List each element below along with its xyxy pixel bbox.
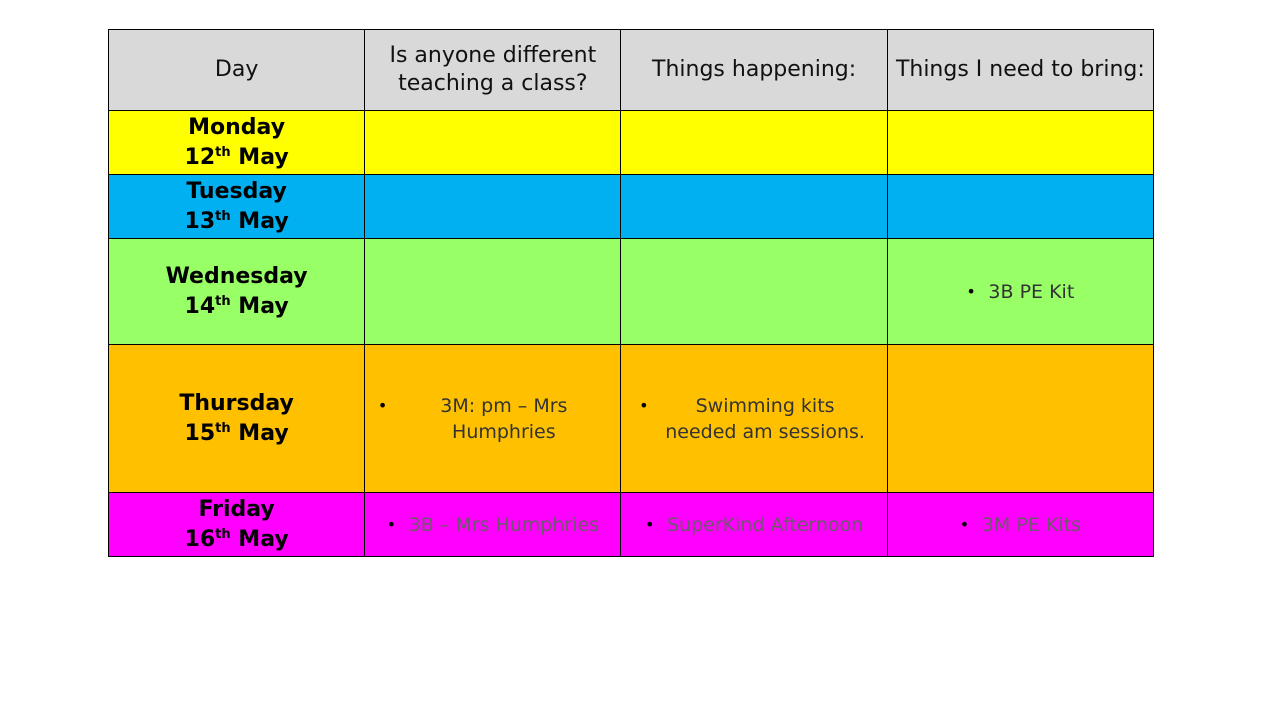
bring-cell: • 3B PE Kit	[886, 238, 1155, 345]
weekly-schedule-table: Day Is anyone different teaching a class…	[107, 29, 1155, 557]
date-month: May	[238, 420, 289, 446]
happening-cell	[620, 238, 888, 345]
bullet-item: • 3B PE Kit	[966, 279, 1074, 305]
date-suffix: th	[215, 420, 231, 436]
day-date: 15th May	[110, 419, 364, 449]
date-number: 13	[184, 208, 216, 234]
day-date: 14th May	[110, 292, 364, 322]
header-teaching-label: Is anyone different teaching a class?	[389, 43, 597, 96]
day-row-monday: Monday 12th May	[107, 110, 1155, 175]
day-row-friday: Friday 16th May • 3B – Mrs Humphries • SuperK…	[107, 492, 1155, 557]
day-date: 13th May	[110, 207, 364, 237]
date-suffix: th	[215, 144, 231, 160]
teaching-cell	[364, 174, 622, 239]
date-number: 12	[184, 144, 216, 170]
date-number: 15	[184, 420, 216, 446]
bullet-text: 3M PE Kits	[981, 514, 1081, 536]
bullet-text: SuperKind Afternoon	[667, 514, 864, 536]
date-month: May	[238, 526, 289, 552]
day-cell: Tuesday 13th May	[107, 174, 366, 239]
bullet-icon: •	[386, 515, 397, 534]
day-name: Thursday	[179, 390, 294, 416]
bullet-icon: •	[639, 396, 649, 415]
happening-cell	[620, 174, 888, 239]
bring-cell: • 3M PE Kits	[886, 492, 1155, 557]
bullet-item: • 3M: pm – Mrs Humphries	[378, 393, 608, 445]
day-name: Monday	[188, 114, 286, 140]
day-name: Wednesday	[165, 263, 308, 289]
bullet-item: • SuperKind Afternoon	[645, 512, 863, 538]
day-cell: Thursday 15th May	[107, 344, 366, 493]
teaching-cell	[364, 238, 622, 345]
bullet-item: • Swimming kits needed am sessions.	[639, 393, 869, 445]
bullet-icon: •	[377, 396, 388, 415]
bring-cell	[886, 344, 1155, 493]
schedule-body: Monday 12th May Tuesday 13th May Wednesday 14…	[107, 110, 1155, 557]
date-month: May	[238, 144, 289, 170]
teaching-cell: • 3M: pm – Mrs Humphries	[364, 344, 622, 493]
header-row: Day Is anyone different teaching a class…	[107, 29, 1155, 111]
bullet-text: 3M: pm – Mrs Humphries	[440, 395, 568, 443]
teaching-cell: • 3B – Mrs Humphries	[364, 492, 622, 557]
day-date: 16th May	[110, 525, 364, 555]
happening-cell: • SuperKind Afternoon	[620, 492, 888, 557]
header-happening: Things happening:	[620, 29, 888, 111]
day-row-thursday: Thursday 15th May • 3M: pm – Mrs Humphries •…	[107, 344, 1155, 493]
day-name: Friday	[198, 496, 275, 522]
bullet-text: Swimming kits needed am sessions.	[665, 395, 865, 443]
bring-cell	[886, 174, 1155, 239]
date-number: 16	[184, 526, 216, 552]
date-month: May	[238, 293, 289, 319]
bullet-text: 3B – Mrs Humphries	[408, 514, 600, 536]
header-bring: Things I need to bring:	[886, 29, 1155, 111]
date-month: May	[238, 208, 289, 234]
day-cell: Wednesday 14th May	[107, 238, 366, 345]
day-date: 12th May	[110, 143, 364, 173]
day-name: Tuesday	[186, 178, 287, 204]
date-number: 14	[184, 293, 216, 319]
header-day: Day	[107, 29, 366, 111]
header-teaching: Is anyone different teaching a class?	[364, 29, 622, 111]
day-row-wednesday: Wednesday 14th May • 3B PE Kit	[107, 238, 1155, 345]
day-row-tuesday: Tuesday 13th May	[107, 174, 1155, 239]
happening-cell	[620, 110, 888, 175]
bullet-icon: •	[959, 515, 970, 534]
bullet-icon: •	[966, 282, 976, 301]
bullet-item: • 3M PE Kits	[960, 512, 1081, 538]
date-suffix: th	[215, 208, 231, 224]
date-suffix: th	[215, 526, 231, 542]
day-cell: Monday 12th May	[107, 110, 366, 175]
day-cell: Friday 16th May	[107, 492, 366, 557]
bullet-item: • 3B – Mrs Humphries	[387, 512, 599, 538]
bring-cell	[886, 110, 1155, 175]
bullet-text: 3B PE Kit	[988, 281, 1075, 303]
happening-cell: • Swimming kits needed am sessions.	[620, 344, 888, 493]
date-suffix: th	[215, 293, 231, 309]
teaching-cell	[364, 110, 622, 175]
bullet-icon: •	[645, 515, 655, 534]
